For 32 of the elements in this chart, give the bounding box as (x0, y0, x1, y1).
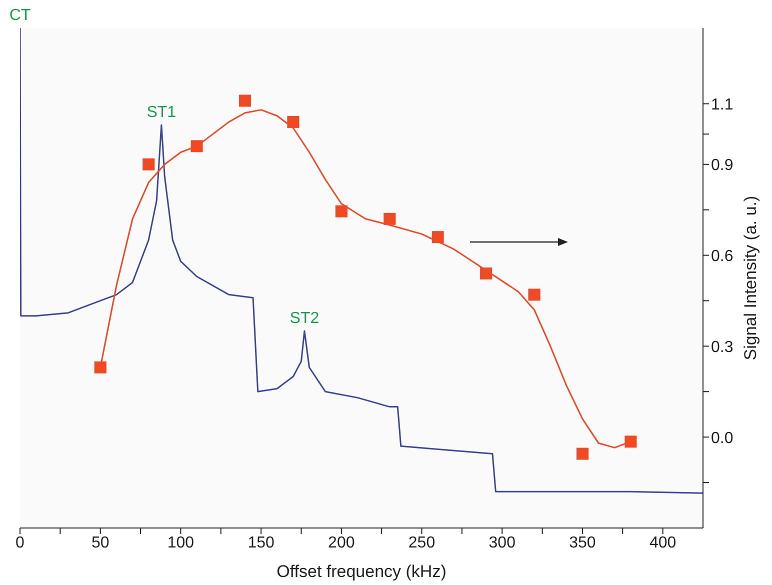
point (384, 212, 396, 225)
x-tick-label: 200 (328, 534, 355, 552)
y-tick-label: 0.6 (711, 248, 734, 265)
point (335, 205, 348, 218)
point (624, 436, 637, 448)
point (432, 231, 444, 244)
x-axis-title: Offset frequency (kHz) (276, 562, 446, 581)
point (190, 140, 203, 152)
annotation: ST2 (290, 310, 320, 328)
point (142, 158, 155, 170)
point (576, 448, 588, 460)
y-tick-label: 0.9 (711, 157, 734, 174)
point (238, 94, 251, 107)
line-series (20, 28, 703, 494)
x-tick-label: 250 (408, 534, 436, 552)
x-tick-label: 300 (488, 534, 516, 552)
y-axis-title: Signal Intensity (a. u.) (741, 196, 760, 360)
x-tick-label: 150 (248, 534, 275, 552)
point (528, 288, 540, 301)
x-tick-label: 0 (16, 534, 25, 552)
x-tick-label: 400 (649, 534, 676, 552)
x-tick-label: 50 (91, 534, 110, 552)
point (94, 361, 106, 374)
point (287, 116, 300, 128)
point (480, 267, 492, 280)
x-tick-label: 100 (167, 534, 194, 552)
annotation: CT (9, 7, 31, 24)
y-tick-label: 0.0 (711, 430, 734, 447)
x-tick-label: 350 (569, 534, 596, 552)
y-tick-label: 0.3 (711, 338, 734, 356)
y-tick-label: 1.1 (711, 96, 734, 114)
annotation: ST1 (146, 104, 176, 121)
